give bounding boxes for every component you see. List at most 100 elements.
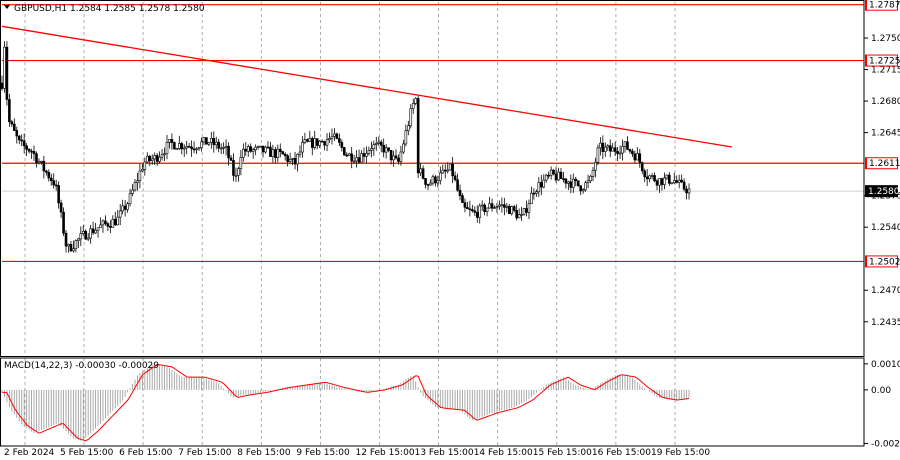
candle-body	[360, 153, 363, 163]
candle-body	[187, 146, 191, 148]
candle-body	[74, 240, 78, 250]
candle-body	[94, 229, 97, 234]
candle-body	[259, 145, 262, 148]
macd-y-tick-label: 0.00102	[871, 360, 900, 370]
main-pane-frame	[0, 0, 865, 357]
candle-body	[377, 141, 381, 144]
candle-body	[434, 176, 437, 184]
candle-body	[554, 173, 558, 181]
candle-body	[145, 155, 149, 163]
candle-body	[392, 155, 395, 161]
candle-body	[389, 150, 393, 161]
trendline[interactable]	[1, 25, 732, 148]
candle-body	[128, 193, 132, 205]
candle-body	[547, 174, 550, 177]
candle-body	[89, 228, 92, 239]
candle-body	[643, 170, 647, 178]
candle-body	[672, 180, 676, 184]
candle-body	[512, 206, 516, 211]
candle-body	[30, 150, 33, 153]
candle-body	[333, 133, 336, 137]
candle-body	[485, 207, 489, 212]
candle-body	[234, 175, 238, 177]
candle-body	[254, 146, 257, 150]
candle-body	[266, 146, 270, 149]
candle-body	[500, 204, 504, 206]
candle-body	[426, 184, 430, 186]
candle-body	[416, 98, 420, 174]
candle-body	[441, 169, 445, 174]
candle-body	[239, 157, 243, 169]
candle-body	[244, 148, 248, 152]
candle-body	[466, 207, 469, 210]
candle-body	[439, 172, 442, 181]
candle-body	[126, 203, 129, 210]
candle-body	[591, 169, 595, 177]
candle-body	[170, 139, 174, 143]
x-tick-label: 14 Feb 15:00	[474, 448, 533, 458]
candle-body	[653, 175, 656, 182]
candle-body	[72, 248, 75, 252]
macd-y-tick-label: 0.00	[871, 386, 891, 396]
y-tick-label: 1.2715	[871, 66, 900, 76]
candle-body	[517, 214, 521, 219]
candle-body	[182, 147, 186, 150]
candle-body	[594, 161, 597, 171]
candle-body	[320, 140, 324, 143]
candle-body	[571, 178, 575, 188]
candle-body	[286, 155, 289, 162]
candle-body	[670, 182, 674, 185]
candle-body	[155, 155, 159, 162]
candle-body	[498, 204, 501, 207]
candle-body	[150, 158, 154, 161]
candle-body	[8, 99, 11, 123]
candle-body	[64, 232, 68, 247]
candle-body	[490, 203, 494, 209]
candle-body	[532, 192, 536, 195]
candle-body	[296, 153, 299, 165]
candle-body	[77, 238, 80, 241]
candle-body	[584, 182, 587, 191]
candle-body	[288, 159, 292, 162]
candle-body	[436, 180, 440, 184]
collapse-triangle-icon[interactable]	[4, 5, 10, 9]
candle-body	[530, 192, 533, 205]
candle-body	[232, 160, 235, 176]
x-tick-label: 19 Feb 15:00	[651, 448, 710, 458]
candle-body	[256, 146, 260, 148]
level-price-box-inner	[867, 55, 897, 66]
candle-body	[623, 141, 627, 147]
candle-body	[143, 161, 147, 170]
x-tick-label: 15 Feb 15:00	[533, 448, 592, 458]
candle-body	[527, 203, 531, 213]
candle-body	[345, 154, 349, 157]
level-price-label: 1.2787	[869, 1, 900, 11]
candle-body	[313, 138, 317, 148]
candle-body	[374, 143, 378, 145]
candle-body	[47, 172, 51, 179]
candle-body	[429, 182, 432, 186]
candle-body	[537, 182, 541, 193]
candle-body	[249, 146, 253, 152]
candle-body	[645, 176, 649, 180]
candle-body	[271, 149, 275, 157]
candle-body	[237, 168, 240, 176]
candle-body	[461, 195, 464, 203]
candle-body	[308, 138, 312, 142]
candle-body	[569, 181, 573, 188]
candle-body	[660, 178, 664, 185]
x-tick-label: 16 Feb 15:00	[592, 448, 651, 458]
macd-title: MACD(14,22,3) -0.00030 -0.00029	[4, 361, 159, 371]
candle-body	[515, 210, 518, 219]
candle-body	[682, 181, 686, 190]
candle-body	[96, 227, 100, 231]
candle-body	[535, 191, 538, 194]
candle-body	[278, 148, 282, 152]
candle-body	[131, 189, 134, 194]
candle-body	[283, 153, 287, 157]
x-tick-label: 9 Feb 15:00	[296, 448, 350, 458]
x-tick-label: 6 Feb 15:00	[119, 448, 173, 458]
candle-body	[493, 207, 496, 209]
candle-body	[342, 147, 346, 156]
candle-body	[431, 176, 435, 184]
